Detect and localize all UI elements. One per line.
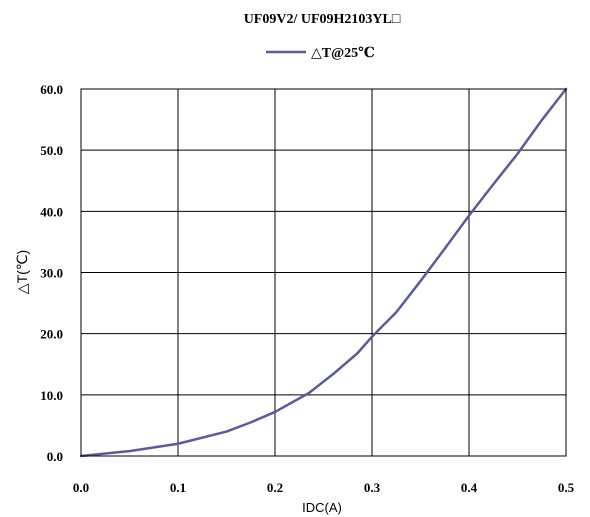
x-tick-label: 0.2	[267, 480, 283, 495]
x-axis-label: IDC(A)	[302, 500, 342, 515]
y-tick-label: 20.0	[40, 327, 63, 342]
y-tick-label: 30.0	[40, 266, 63, 281]
y-tick-label: 60.0	[40, 82, 63, 97]
y-tick-labels: 0.0 10.0 20.0 30.0 40.0 50.0 60.0	[40, 82, 63, 464]
x-tick-labels: 0.0 0.1 0.2 0.3 0.4 0.5	[73, 480, 575, 495]
y-axis-label: △T(℃)	[14, 250, 30, 294]
chart-title: UF09V2/ UF09H2103YL□	[244, 12, 401, 27]
x-tick-label: 0.4	[461, 480, 478, 495]
x-tick-label: 0.3	[364, 480, 381, 495]
y-tick-label: 10.0	[40, 388, 63, 403]
series-group	[79, 87, 568, 458]
x-tick-label: 0.0	[73, 480, 89, 495]
series-line	[79, 87, 568, 458]
y-tick-label: 0.0	[47, 449, 63, 464]
x-tick-label: 0.1	[170, 480, 186, 495]
plot-border	[80, 88, 567, 457]
legend: △T@25℃	[266, 46, 375, 61]
y-tick-label: 40.0	[40, 204, 63, 219]
grid	[80, 88, 567, 457]
x-tick-label: 0.5	[558, 480, 575, 495]
legend-label: △T@25℃	[311, 46, 375, 61]
y-tick-label: 50.0	[40, 143, 63, 158]
